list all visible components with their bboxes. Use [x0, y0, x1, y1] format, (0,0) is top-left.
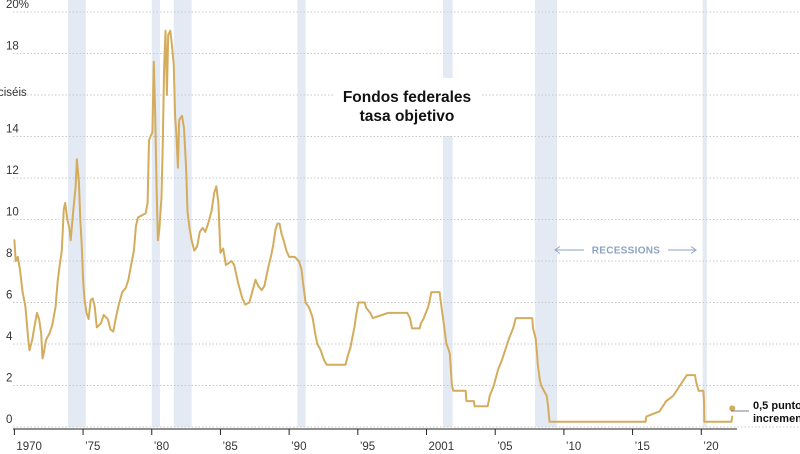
ytick-label-20: 20% [6, 0, 29, 11]
annotation-line-1: 0,5 punto [753, 400, 800, 412]
ytick-label-14: 14 [6, 124, 19, 136]
ytick-label-0: 0 [6, 414, 12, 426]
ytick-bg-10 [4, 203, 22, 218]
recessions-legend: RECESSIONS [554, 241, 697, 258]
chart-title: Fondos federales tasa objetivo [334, 78, 480, 136]
recessions-label-background [586, 241, 666, 258]
rate-annotation: 0,5 punto incremen [731, 400, 800, 425]
title-line-1: Fondos federales [343, 89, 471, 106]
xtick-label-1990: ’90 [291, 441, 306, 453]
xtick-label-1980: ’80 [154, 441, 169, 453]
annotation-dot [729, 405, 736, 412]
fragment-label: ciséis [0, 87, 27, 99]
ytick-label-4: 4 [6, 331, 13, 343]
recession-band-5 [535, 0, 558, 427]
recessions-arrow-left-icon [554, 246, 561, 254]
recession-band-3 [297, 0, 306, 427]
recession-band-1 [151, 0, 160, 427]
series-line-0 [13, 29, 734, 423]
ytick-bg-14 [4, 120, 22, 135]
recession-band-4 [443, 0, 453, 427]
ytick-label-8: 8 [6, 248, 12, 260]
ytick-bg-2 [4, 369, 15, 384]
xtick-label-1995: ’95 [360, 441, 375, 453]
ytick-bg-4 [4, 328, 15, 342]
ytick-label-18: 18 [6, 41, 19, 53]
recession-bands [67, 0, 707, 427]
xtick-label-2005: ’05 [497, 441, 512, 453]
series [13, 29, 736, 423]
gridlines [13, 11, 800, 428]
xtick-label-1970: 1970 [16, 441, 42, 453]
ytick-label-10: 10 [6, 207, 19, 219]
ytick-bg-8 [4, 245, 15, 259]
ytick-label-6: 6 [6, 290, 12, 302]
y-axis-ticks: 0 2 4 6 8 10 12 14 18 20% [4, 0, 29, 426]
x-axis: 1970 ’75 ’80 ’85 ’90 ’95 2001 ’05 ’10 ’15 ’20 [13, 428, 737, 453]
recessions-label: RECESSIONS [592, 246, 661, 257]
xtick-label-2010: ’10 [566, 441, 581, 453]
ytick-bg-18 [4, 37, 22, 52]
recession-band-0 [67, 0, 86, 427]
ytick-bg-20 [4, 0, 29, 10]
ytick-label-2: 2 [6, 373, 12, 385]
ytick-bg-6 [4, 286, 15, 301]
ytick-bg-12 [4, 162, 22, 176]
xtick-label-1975: ’75 [85, 441, 100, 453]
title-background [334, 78, 480, 136]
ytick-label-12: 12 [6, 165, 19, 177]
recessions-arrow-right-icon [690, 246, 697, 254]
xtick-label-2015: ’15 [635, 441, 650, 453]
recession-band-6 [702, 0, 707, 427]
xtick-label-1985: ’85 [222, 441, 237, 453]
ytick-bg-0 [4, 411, 15, 425]
title-line-2: tasa objetivo [360, 108, 455, 125]
xtick-label-2000: 2001 [429, 441, 455, 453]
xtick-label-2020: ’20 [703, 441, 718, 453]
recession-band-2 [173, 0, 192, 427]
annotation-line-2: incremen [753, 413, 800, 425]
